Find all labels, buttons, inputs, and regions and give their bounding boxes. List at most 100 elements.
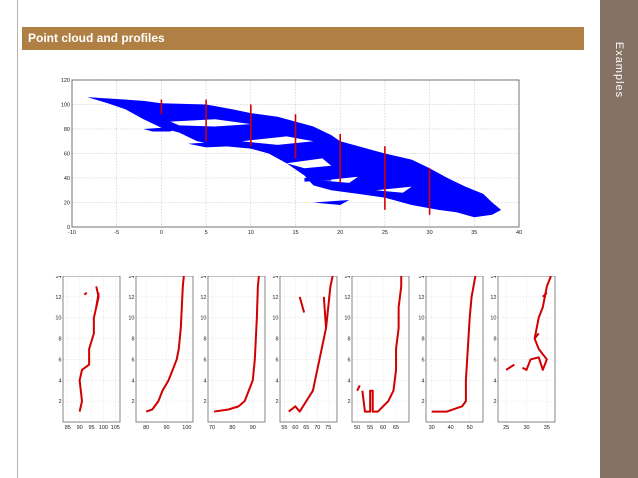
y-tick-label: 2 (131, 399, 134, 405)
y-tick-label: 14 (344, 276, 350, 280)
point-cloud-chart: -10 -5 0 5 10 15 20 25 30 35 40 0 20 40 60 80 100 120 (61, 78, 522, 236)
cloud-fragment (188, 141, 233, 148)
x-tick-label: 60 (292, 425, 298, 431)
x-tick-label: 40 (448, 425, 454, 431)
x-tick-label: 50 (467, 425, 473, 431)
y-tick-label: 4 (203, 378, 206, 384)
x-tick-label: 60 (380, 425, 386, 431)
profile-fragment (542, 291, 548, 298)
y-tick-label: 0 (67, 225, 70, 231)
profile-fragment (298, 296, 306, 313)
x-tick-label: 30 (523, 425, 529, 431)
x-tick-label: 80 (229, 425, 235, 431)
y-tick-label: 12 (418, 295, 424, 301)
profile-plot: 2 4 6 8 10 12 14 55 60 65 70 75 (272, 276, 338, 431)
profile-axes-box (497, 276, 556, 423)
x-tick-label: -10 (68, 230, 76, 236)
y-tick-label: 6 (493, 357, 496, 363)
profile-curve (431, 276, 477, 413)
x-tick-label: 40 (516, 230, 522, 236)
x-tick-label: 100 (182, 425, 191, 431)
x-tick-label: 105 (111, 425, 120, 431)
y-tick-label: 4 (131, 378, 134, 384)
x-tick-label: 65 (393, 425, 399, 431)
x-tick-label: 65 (303, 425, 309, 431)
profile-axes-box (207, 276, 266, 423)
cloud-gap (286, 158, 332, 169)
y-tick-label: 10 (272, 316, 278, 322)
y-tick-label: 8 (203, 337, 206, 343)
profile-curve (145, 276, 185, 413)
x-tick-label: 30 (427, 230, 433, 236)
y-tick-label: 6 (347, 357, 350, 363)
y-tick-label: 14 (272, 276, 278, 280)
x-tick-label: 20 (337, 230, 343, 236)
main-axes-box (71, 79, 520, 228)
x-tick-label: 85 (65, 425, 71, 431)
x-tick-label: 10 (248, 230, 254, 236)
profile-axes-box (425, 276, 484, 423)
profile-fragment (505, 363, 515, 371)
y-tick-label: 12 (272, 295, 278, 301)
x-tick-label: 30 (429, 425, 435, 431)
x-tick-label: 35 (544, 425, 550, 431)
y-tick-label: 120 (61, 78, 70, 84)
y-tick-label: 12 (490, 295, 496, 301)
main-x-ticks: -10 -5 0 5 10 15 20 25 30 35 40 (68, 230, 522, 236)
y-tick-label: 8 (347, 337, 350, 343)
x-tick-label: 90 (250, 425, 256, 431)
y-tick-label: 4 (275, 378, 278, 384)
y-tick-label: 10 (128, 316, 134, 322)
x-tick-label: 55 (367, 425, 373, 431)
profile-plot: 2 4 6 8 10 12 14 25 30 35 (490, 276, 556, 431)
x-tick-label: 25 (503, 425, 509, 431)
y-tick-label: 2 (347, 399, 350, 405)
profile-curve (288, 276, 334, 413)
y-tick-label: 100 (61, 103, 70, 109)
cloud-fragment (313, 200, 350, 205)
profile-plot: 2 4 6 8 10 12 14 50 55 60 65 (344, 276, 410, 431)
x-tick-label: 75 (325, 425, 331, 431)
y-tick-label: 10 (200, 316, 206, 322)
profile-fragment (95, 292, 100, 308)
y-tick-label: 6 (275, 357, 278, 363)
y-tick-label: 20 (64, 201, 70, 207)
point-cloud (87, 97, 502, 218)
y-tick-label: 8 (58, 337, 61, 343)
y-tick-label: 6 (203, 357, 206, 363)
x-tick-label: 90 (163, 425, 169, 431)
profile-plot: 2 4 6 8 10 12 14 70 80 90 (200, 276, 266, 431)
y-tick-label: 6 (58, 357, 61, 363)
cloud-gap (170, 119, 251, 127)
profile-fragment (533, 332, 540, 340)
y-tick-label: 14 (128, 276, 134, 280)
profile-fragment (83, 291, 88, 296)
y-tick-label: 12 (344, 295, 350, 301)
y-tick-label: 10 (490, 316, 496, 322)
section-sidebar: Examples (600, 0, 638, 478)
x-tick-label: 70 (314, 425, 320, 431)
x-tick-label: 25 (382, 230, 388, 236)
x-tick-label: 100 (99, 425, 108, 431)
profile-fragment (322, 296, 328, 329)
y-tick-label: 14 (55, 276, 61, 280)
left-margin-rule (17, 0, 18, 478)
x-tick-label: 0 (160, 230, 163, 236)
main-y-ticks: 0 20 40 60 80 100 120 (61, 78, 70, 231)
y-tick-label: 8 (275, 337, 278, 343)
y-tick-label: 2 (203, 399, 206, 405)
y-tick-label: 40 (64, 176, 70, 182)
x-tick-label: 70 (209, 425, 215, 431)
profile-axes-box (62, 276, 121, 423)
y-tick-label: 4 (421, 378, 424, 384)
y-tick-label: 12 (55, 295, 61, 301)
y-tick-label: 6 (131, 357, 134, 363)
y-tick-label: 6 (421, 357, 424, 363)
y-tick-label: 14 (418, 276, 424, 280)
profile-lines (160, 99, 431, 215)
point-cloud-body (87, 97, 502, 218)
cloud-fragment (143, 126, 180, 132)
x-tick-label: 5 (205, 230, 208, 236)
y-tick-label: 2 (421, 399, 424, 405)
profile-fragment (356, 385, 361, 392)
